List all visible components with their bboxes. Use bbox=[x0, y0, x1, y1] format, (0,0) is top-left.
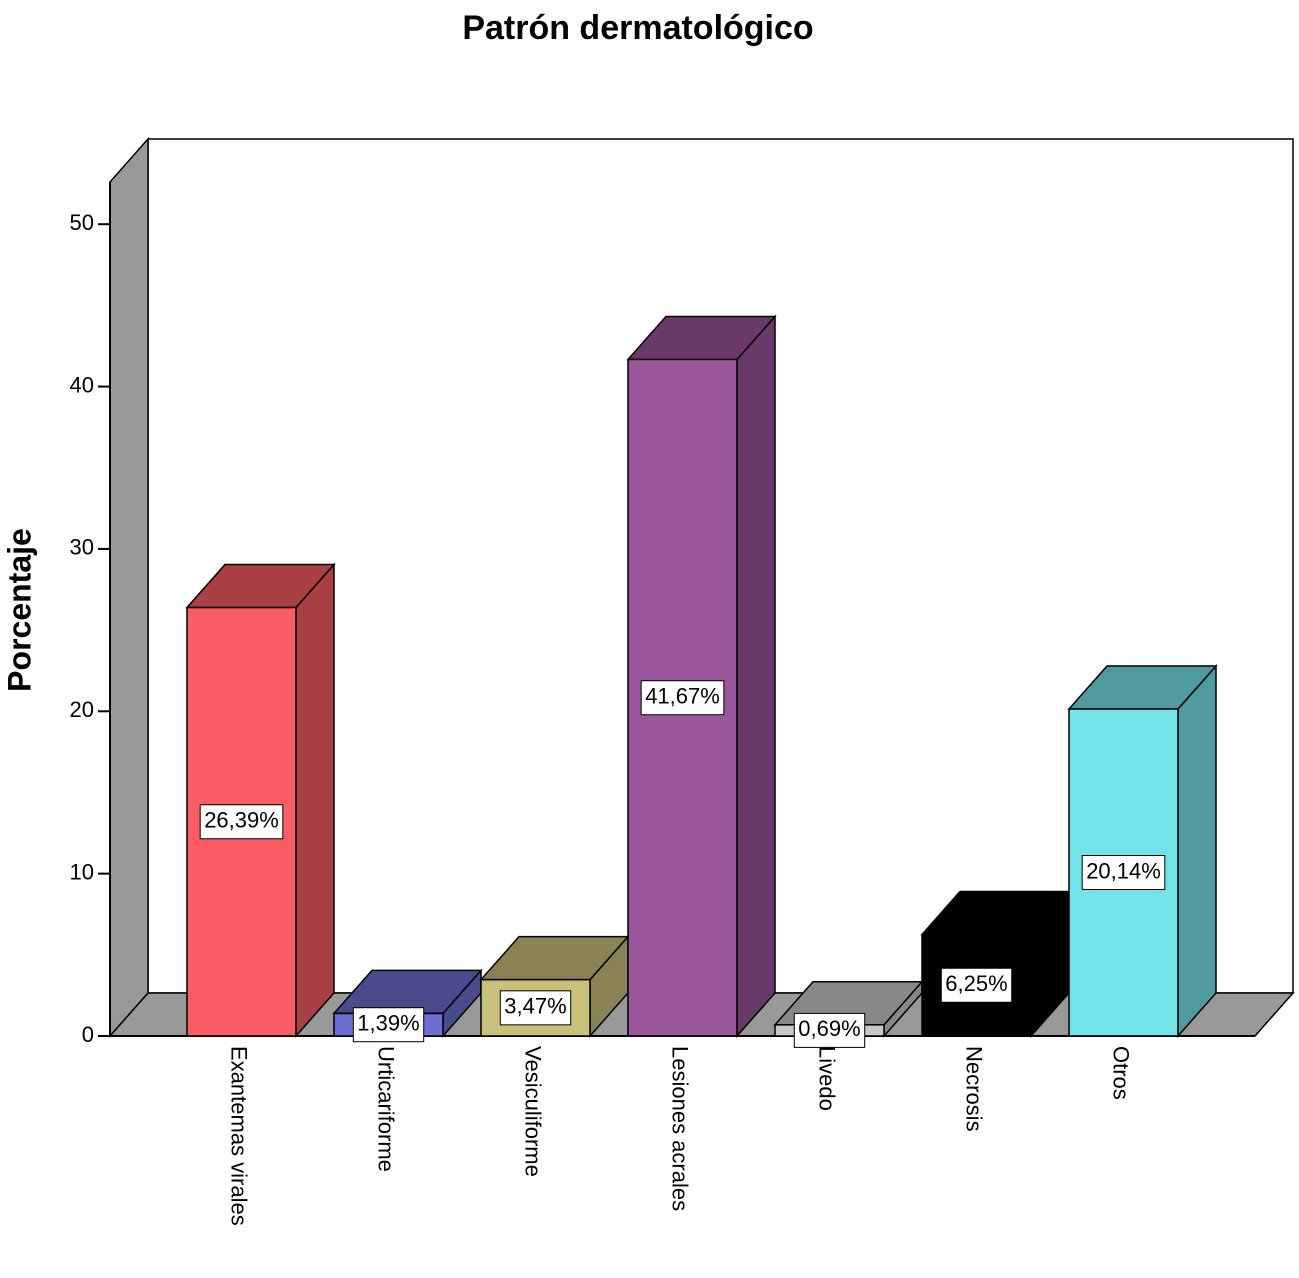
chart-title: Patrón dermatológico bbox=[462, 9, 813, 47]
value-label: 3,47% bbox=[504, 994, 566, 1019]
left-wall bbox=[109, 137, 149, 1038]
bar-side bbox=[736, 314, 776, 1038]
value-label: 6,25% bbox=[945, 971, 1007, 996]
y-tick-label: 0 bbox=[82, 1022, 94, 1047]
value-label: 41,67% bbox=[645, 684, 720, 709]
value-label-box bbox=[940, 967, 1013, 1003]
value-label: 0,69% bbox=[798, 1016, 860, 1041]
value-label: 26,39% bbox=[204, 808, 279, 833]
value-label: 1,39% bbox=[357, 1011, 419, 1036]
y-tick-label: 10 bbox=[70, 859, 94, 884]
value-label-box bbox=[793, 1012, 866, 1048]
value-label-box bbox=[1081, 855, 1166, 891]
y-tick-label: 20 bbox=[70, 697, 94, 722]
x-tick-label: Exantemas virales bbox=[227, 1046, 252, 1226]
value-label-box bbox=[352, 1007, 425, 1043]
x-tick-label: Urticariforme bbox=[374, 1046, 399, 1172]
y-tick-label: 30 bbox=[70, 535, 94, 560]
value-label: 20,14% bbox=[1086, 858, 1161, 883]
x-tick-label: Vesiculiforme bbox=[521, 1046, 546, 1177]
y-tick-label: 50 bbox=[70, 210, 94, 235]
x-tick-label: Otros bbox=[1109, 1046, 1134, 1100]
x-tick-label: Livedo bbox=[815, 1046, 840, 1111]
value-label-box bbox=[199, 804, 284, 840]
x-tick-label: Necrosis bbox=[962, 1046, 987, 1132]
x-tick-label: Lesiones acrales bbox=[668, 1046, 693, 1211]
bar-side bbox=[1177, 664, 1217, 1038]
y-axis-label: Porcentaje bbox=[1, 528, 37, 692]
value-label-box bbox=[640, 680, 725, 716]
bar-side bbox=[295, 562, 335, 1038]
value-label-box bbox=[499, 990, 572, 1026]
y-tick-label: 40 bbox=[70, 372, 94, 397]
